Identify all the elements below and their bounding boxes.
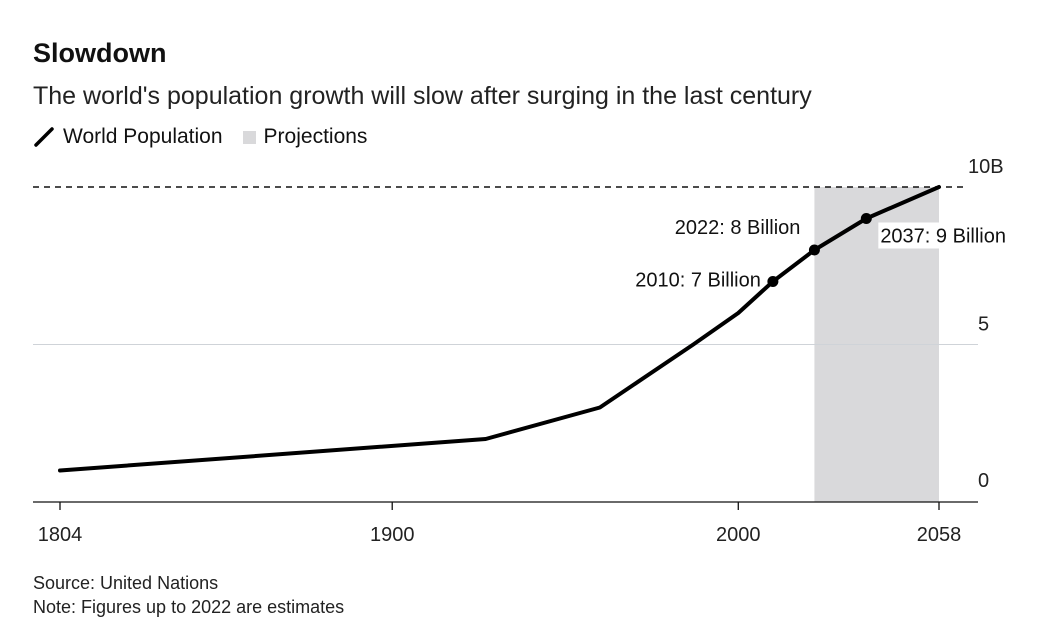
annotation-dot — [860, 213, 872, 224]
annotation-label: 2010: 7 Billion — [635, 270, 761, 292]
source-note: Source: United Nations — [33, 573, 219, 593]
y-tick-label: 5 — [978, 314, 989, 336]
annotation-label: 2022: 8 Billion — [675, 217, 801, 239]
world-population-line — [58, 185, 941, 473]
x-tick-label: 2000 — [716, 524, 761, 546]
annotation-label: 2037: 9 Billion — [880, 226, 1006, 248]
legend-world-population: World Population — [63, 125, 223, 148]
x-tick-label: 1804 — [38, 524, 83, 546]
annotation-dot — [808, 244, 820, 256]
legend: World Population Projections — [33, 125, 367, 149]
y-tick-label: 10B — [968, 156, 1004, 178]
legend-line-icon — [34, 127, 54, 147]
x-tick-label: 2058 — [917, 524, 962, 546]
y-tick-label: 0 — [978, 470, 989, 492]
x-tick-label: 1900 — [370, 524, 415, 546]
footnote: Note: Figures up to 2022 are estimates — [33, 597, 345, 617]
annotation-dot — [767, 276, 779, 287]
chart-subtitle: The world's population growth will slow … — [33, 82, 812, 110]
legend-projections: Projections — [263, 125, 368, 148]
legend-projections-swatch — [242, 130, 256, 144]
annotation-label-bg — [878, 222, 1025, 249]
chart-title: Slowdown — [33, 38, 167, 68]
